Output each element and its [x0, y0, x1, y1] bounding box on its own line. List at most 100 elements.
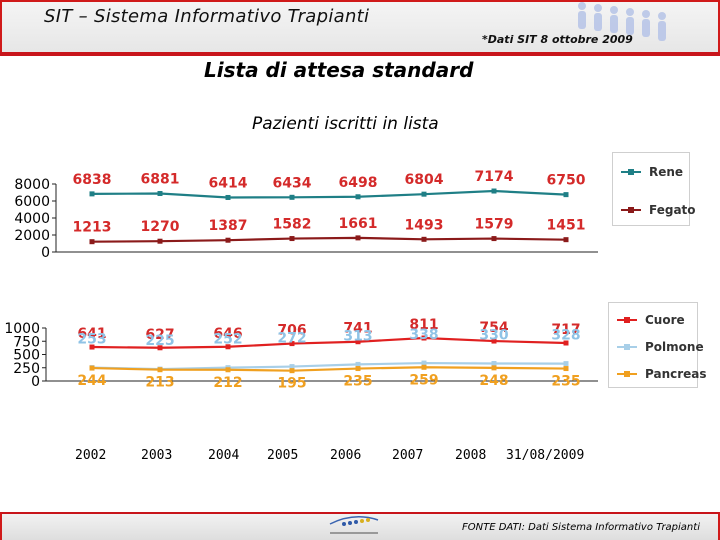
data-label-pancreas: 235	[551, 374, 580, 390]
data-label-fegato: 1270	[141, 219, 180, 235]
data-point-rene	[355, 194, 361, 200]
data-point-polmone	[563, 361, 569, 367]
data-label-rene: 6838	[73, 172, 112, 188]
data-label-fegato: 1579	[475, 217, 514, 233]
data-point-pancreas	[491, 365, 497, 371]
legend-swatch-rene	[621, 169, 641, 175]
data-point-fegato	[421, 236, 427, 242]
data-point-fegato	[563, 237, 569, 243]
y-tick-label: 0	[31, 374, 40, 390]
x-tick-label: 2002	[75, 448, 107, 463]
data-point-fegato	[225, 237, 231, 243]
y-tick-label: 1000	[4, 321, 40, 337]
x-tick-label: 2008	[455, 448, 487, 463]
people-logo-icon	[578, 2, 666, 41]
x-tick-label: 2006	[330, 448, 362, 463]
data-label-rene: 6414	[209, 175, 248, 191]
data-label-pancreas: 244	[77, 373, 106, 389]
data-point-pancreas	[289, 368, 295, 374]
x-tick-label: 2004	[208, 448, 240, 463]
y-tick-label: 2000	[14, 228, 50, 244]
data-label-polmone: 253	[77, 332, 106, 348]
data-label-polmone: 338	[409, 327, 438, 343]
y-tick-label: 0	[41, 245, 50, 261]
data-point-cuore	[355, 339, 361, 345]
data-label-cuore: 754	[479, 320, 508, 336]
legend-label-pancreas: Pancreas	[645, 367, 707, 381]
data-label-rene: 7174	[475, 169, 514, 185]
data-label-fegato: 1582	[273, 217, 312, 233]
data-point-rene	[491, 188, 497, 194]
data-point-pancreas	[225, 367, 231, 373]
data-point-pancreas	[563, 366, 569, 372]
legend-item-rene: Rene	[621, 165, 683, 179]
data-label-rene: 6881	[141, 172, 180, 188]
data-label-fegato: 1451	[547, 218, 586, 234]
data-point-fegato	[289, 236, 295, 242]
data-point-fegato	[491, 236, 497, 242]
data-label-pancreas: 212	[213, 375, 242, 391]
x-tick-label: 2005	[267, 448, 299, 463]
y-tick-label: 250	[13, 361, 40, 377]
footer-source: FONTE DATI: Dati Sistema Informativo Tra…	[462, 522, 700, 533]
data-point-rene	[289, 194, 295, 200]
date-note: *Dati SIT 8 ottobre 2009	[482, 33, 633, 46]
legend-swatch-fegato	[621, 207, 641, 213]
x-tick-label: 31/08/2009	[506, 448, 585, 463]
legend-item-fegato: Fegato	[621, 203, 696, 217]
x-tick-label: 2003	[141, 448, 173, 463]
data-label-cuore: 811	[409, 317, 438, 333]
app-title: SIT – Sistema Informativo Trapianti	[44, 6, 370, 27]
y-tick-label: 750	[13, 334, 40, 350]
data-label-polmone: 252	[213, 332, 242, 348]
data-label-pancreas: 195	[277, 376, 306, 392]
data-label-fegato: 1493	[405, 217, 444, 233]
data-point-cuore	[563, 340, 569, 346]
data-label-polmone: 225	[145, 333, 174, 349]
cnt-logo-icon	[329, 516, 379, 534]
data-label-polmone: 313	[343, 328, 372, 344]
y-tick-label: 6000	[14, 194, 50, 210]
data-point-pancreas	[355, 366, 361, 372]
data-point-fegato	[89, 239, 95, 245]
data-label-polmone: 328	[551, 328, 580, 344]
series-line-pancreas	[91, 366, 567, 372]
data-label-cuore: 706	[277, 323, 306, 339]
data-point-pancreas	[421, 364, 427, 370]
y-tick-label: 500	[13, 348, 40, 364]
data-label-cuore: 741	[343, 321, 372, 337]
data-point-rene	[89, 191, 95, 197]
data-label-pancreas: 213	[145, 375, 174, 391]
data-point-rene	[225, 194, 231, 200]
data-point-fegato	[355, 235, 361, 241]
data-label-cuore: 717	[551, 322, 580, 338]
data-point-polmone	[355, 361, 361, 367]
data-point-cuore	[289, 341, 295, 347]
legend-label-fegato: Fegato	[649, 203, 696, 217]
y-tick-label: 8000	[14, 177, 50, 193]
data-label-rene: 6750	[547, 173, 586, 189]
chart-title: Pazienti iscritti in lista	[252, 114, 439, 134]
y-tick-label: 4000	[14, 211, 50, 227]
data-label-cuore: 646	[213, 326, 242, 342]
data-label-fegato: 1213	[73, 220, 112, 236]
series-line-fegato	[91, 236, 567, 243]
data-label-polmone: 272	[277, 331, 306, 347]
data-point-pancreas	[89, 365, 95, 371]
data-label-pancreas: 259	[409, 372, 438, 388]
legend-bottom: Cuore Polmone Pancreas	[608, 302, 707, 388]
data-label-cuore: 627	[145, 327, 174, 343]
page-title: Lista di attesa standard	[204, 58, 474, 82]
legend-top: Rene Fegato	[612, 152, 696, 226]
data-point-pancreas	[157, 367, 163, 373]
data-label-polmone: 330	[479, 328, 508, 344]
series-line-cuore	[91, 336, 567, 349]
data-point-fegato	[157, 238, 163, 244]
series-line-rene	[91, 189, 567, 199]
legend-item-polmone: Polmone	[617, 340, 704, 354]
legend-label-polmone: Polmone	[645, 340, 704, 354]
data-point-polmone	[289, 364, 295, 370]
data-point-cuore	[421, 335, 427, 341]
data-point-cuore	[225, 344, 231, 350]
